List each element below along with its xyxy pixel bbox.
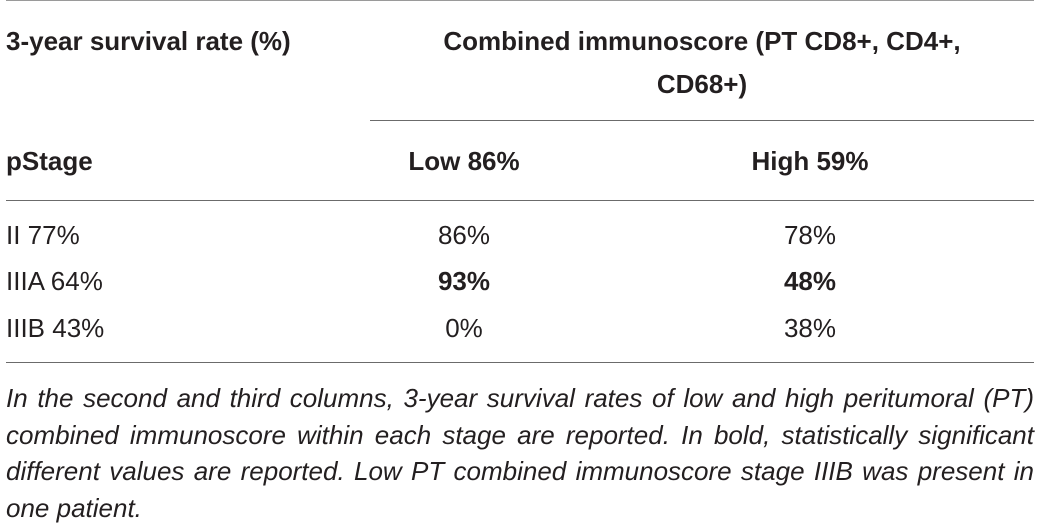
- row-stage: II 77%: [6, 220, 80, 250]
- row-stage: IIIA 64%: [6, 266, 103, 296]
- group-header-line2: CD68+): [656, 69, 748, 99]
- pstage-header: pStage: [6, 146, 93, 176]
- row-stage: IIIB 43%: [6, 313, 105, 343]
- row-low-value: 93%: [437, 266, 491, 296]
- high-header: High 59%: [751, 146, 869, 176]
- row-high-value: 38%: [783, 313, 837, 343]
- row-high-value: 78%: [783, 220, 837, 250]
- bottom-rule: [6, 362, 1034, 363]
- stub-header: 3-year survival rate (%): [6, 26, 291, 56]
- row-low-value: 0%: [445, 313, 483, 343]
- header-rule: [6, 200, 1034, 201]
- row-high-value: 48%: [783, 266, 837, 296]
- top-rule: [6, 0, 1034, 1]
- low-header: Low 86%: [408, 146, 520, 176]
- group-header-line1: Combined immunoscore (PT CD8+, CD4+,: [443, 26, 961, 56]
- row-low-value: 86%: [437, 220, 491, 250]
- table-footnote: In the second and third columns, 3-year …: [6, 383, 1034, 523]
- group-rule: [370, 120, 1034, 121]
